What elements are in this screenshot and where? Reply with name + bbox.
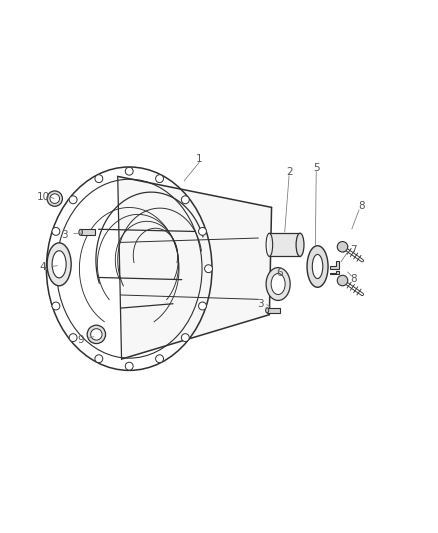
Text: 2: 2 [286,167,293,177]
Circle shape [52,228,60,236]
Circle shape [95,175,103,183]
Text: 5: 5 [313,163,320,173]
Ellipse shape [265,308,269,313]
Text: 3: 3 [257,298,264,309]
Text: 9: 9 [78,335,85,345]
Bar [81,229,95,236]
Polygon shape [118,176,272,359]
Ellipse shape [47,243,71,286]
Text: 3: 3 [61,230,68,240]
Circle shape [337,241,348,252]
Bar [269,233,300,256]
Ellipse shape [87,325,106,344]
Circle shape [52,302,60,310]
Ellipse shape [271,273,285,295]
Ellipse shape [52,251,66,278]
Circle shape [91,329,102,340]
Circle shape [50,194,60,204]
Circle shape [46,265,54,273]
Circle shape [198,302,206,310]
Circle shape [155,175,163,183]
Text: 7: 7 [350,245,357,255]
Circle shape [95,355,103,362]
Ellipse shape [47,191,62,206]
Circle shape [125,362,133,370]
Text: 1: 1 [196,154,203,164]
Polygon shape [330,271,339,274]
Ellipse shape [79,229,82,236]
Circle shape [69,334,77,342]
Text: 6: 6 [276,268,283,278]
Circle shape [198,228,206,236]
Text: 4: 4 [39,262,46,272]
Circle shape [337,275,348,286]
Circle shape [181,196,189,204]
Circle shape [155,355,163,362]
Ellipse shape [296,233,304,256]
Circle shape [69,196,77,204]
Ellipse shape [266,268,290,301]
Text: 8: 8 [358,201,365,211]
Circle shape [181,334,189,342]
Ellipse shape [307,246,328,287]
Circle shape [125,167,133,175]
Text: 8: 8 [350,274,357,284]
Polygon shape [330,261,339,269]
Circle shape [205,265,212,273]
Bar [267,308,280,313]
Text: 10: 10 [36,192,49,203]
Ellipse shape [312,254,323,279]
